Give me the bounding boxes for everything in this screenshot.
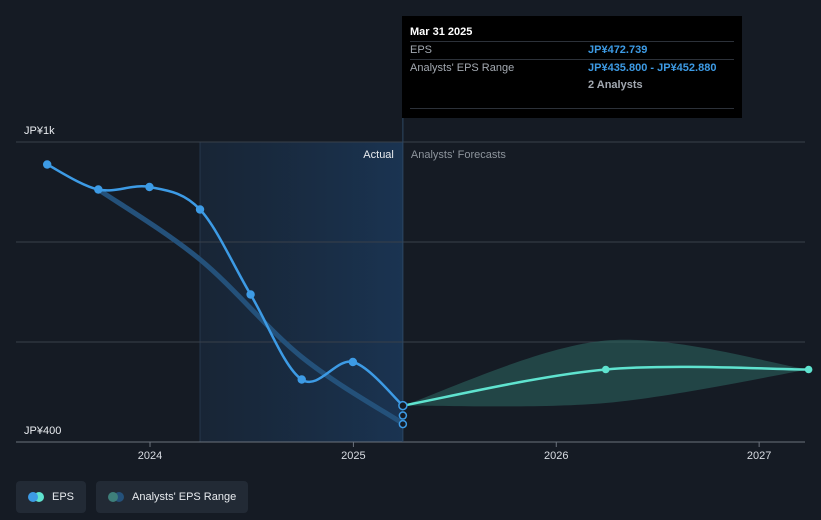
eps-line <box>46 163 404 407</box>
tooltip-eps-row: EPS JP¥472.739 <box>410 41 734 59</box>
y-axis-bottom-label: JP¥400 <box>24 425 61 437</box>
tooltip-range-label: Analysts' EPS Range <box>410 62 515 74</box>
range-marker-point-1 <box>398 411 408 420</box>
legend: EPS Analysts' EPS Range <box>16 481 249 513</box>
tooltip-range-value: JP¥435.800 - JP¥452.880 <box>588 62 717 74</box>
x-tick-label-2026: 2026 <box>544 450 568 462</box>
tooltip-analysts-row: 2 Analysts <box>410 77 734 94</box>
eps-point-2023-12-31 <box>145 182 154 192</box>
eps-legend-dot-forecast <box>34 492 44 502</box>
tooltip-range-row: Analysts' EPS Range JP¥435.800 - JP¥452.… <box>410 59 734 77</box>
x-tick-label-2027: 2027 <box>747 450 771 462</box>
tooltip-analysts-count: 2 Analysts <box>588 79 643 91</box>
legend-item-eps[interactable]: EPS <box>16 481 87 513</box>
eps-trend-line <box>95 187 406 426</box>
tooltip: Mar 31 2025 EPS JP¥472.739 Analysts' EPS… <box>402 16 742 118</box>
range-legend-dot-2 <box>114 492 125 502</box>
range-legend-dot-1 <box>108 492 119 502</box>
actual-region-shade <box>200 142 403 442</box>
tooltip-eps-value: JP¥472.739 <box>588 44 648 56</box>
x-tick-label-2024: 2024 <box>138 450 162 462</box>
legend-item-range[interactable]: Analysts' EPS Range <box>96 481 249 513</box>
range-legend-icon <box>108 492 125 502</box>
tooltip-eps-label: EPS <box>410 44 433 56</box>
eps-point-2023-09-30 <box>94 185 103 194</box>
eps-legend-dot-actual <box>28 492 38 502</box>
tooltip-date: Mar 31 2025 <box>410 26 473 38</box>
y-axis-top-label: JP¥1k <box>24 125 55 137</box>
eps-legend-icon <box>28 492 44 502</box>
eps-point-2024-03-31 <box>195 205 205 214</box>
forecast-point-2026-03-31 <box>601 365 610 374</box>
eps-point-2024-09-30 <box>297 375 306 384</box>
forecast-point-2027-03-31 <box>804 365 813 374</box>
eps-point-2024-06-30 <box>246 290 255 299</box>
eps-point-2025-03-31 <box>398 400 408 411</box>
eps-point-2023-06-30 <box>42 160 52 169</box>
legend-eps-label: EPS <box>52 491 75 503</box>
x-tick-label-2025: 2025 <box>341 450 365 462</box>
range-marker-point-0 <box>398 419 408 429</box>
tooltip-divider <box>410 108 734 109</box>
legend-range-label: Analysts' EPS Range <box>132 491 237 503</box>
eps-point-2024-12-31 <box>348 357 358 367</box>
actual-section-label: Actual <box>363 149 394 161</box>
forecast-section-label: Analysts' Forecasts <box>411 149 507 161</box>
